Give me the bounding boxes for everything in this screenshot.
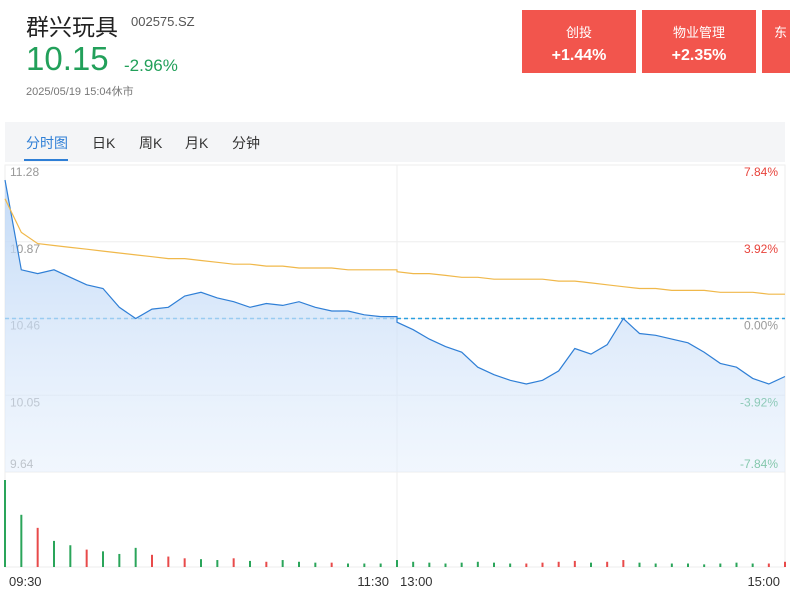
volume-bar	[476, 561, 479, 567]
volume-bar	[347, 563, 349, 567]
volume-bar	[428, 562, 431, 567]
volume-bar	[687, 563, 689, 567]
tab-bar	[5, 122, 785, 162]
x-tick-label: 11:30	[357, 574, 389, 589]
volume-bar	[379, 563, 382, 567]
change: -2.96%	[124, 56, 178, 75]
tab[interactable]: 周K	[139, 135, 163, 151]
volume-bar	[298, 561, 300, 567]
volume-bar	[784, 561, 786, 567]
x-tick-label: 13:00	[400, 574, 433, 589]
volume-bar	[134, 547, 137, 567]
volume-bar	[670, 563, 673, 567]
volume-bar	[36, 527, 39, 567]
volume-bar	[412, 561, 415, 567]
volume-bar	[102, 551, 104, 567]
tab[interactable]: 月K	[185, 135, 209, 151]
volume-bar	[767, 563, 770, 567]
sector-card[interactable]: 创投 +1.44%	[522, 10, 636, 73]
stock-code: 002575.SZ	[131, 14, 195, 29]
volume-bar	[622, 560, 625, 567]
volume-bar	[638, 562, 641, 567]
volume-bar	[606, 561, 609, 567]
y2-tick-label: 3.92%	[744, 242, 778, 256]
volume-bar	[396, 560, 398, 567]
volume-bar	[53, 540, 55, 567]
volume-bar	[85, 549, 88, 567]
volume-bar	[525, 563, 528, 567]
average-line	[4, 198, 785, 295]
volume-bar	[363, 563, 366, 567]
sector-card[interactable]: 物业管理 +2.35%	[642, 10, 756, 73]
volume-bar	[20, 514, 23, 567]
sector-label: 东	[774, 25, 788, 40]
volume-bar	[751, 563, 754, 567]
volume-bar	[69, 545, 72, 567]
volume-bar	[216, 560, 219, 567]
y2-tick-label: 7.84%	[744, 165, 778, 179]
volume-bar	[4, 480, 6, 567]
volume-bar	[703, 564, 706, 567]
tab[interactable]: 分时图	[26, 135, 68, 151]
volume-bar	[167, 556, 170, 567]
y2-tick-label: 0.00%	[744, 319, 778, 333]
sector-card[interactable]: 东	[762, 10, 790, 73]
tab[interactable]: 分钟	[232, 135, 260, 151]
volume-bar	[573, 560, 576, 567]
volume-bar	[330, 562, 333, 567]
volume-bar	[444, 563, 447, 567]
timestamp: 2025/05/19 15:04休市	[26, 86, 134, 98]
volume-bar	[557, 561, 560, 567]
stock-name: 群兴玩具	[26, 14, 118, 40]
price: 10.15	[26, 40, 109, 77]
tab-underline	[24, 159, 68, 161]
volume-bar	[200, 559, 202, 567]
volume-bar	[509, 563, 512, 567]
volume-bar	[183, 558, 186, 567]
price-line	[4, 179, 786, 385]
volume-bar	[493, 562, 495, 567]
y-tick-label: 11.28	[10, 165, 39, 179]
volume-bar	[719, 563, 722, 567]
volume-bar	[654, 563, 657, 567]
x-tick-label: 15:00	[747, 574, 780, 589]
volume-bar	[314, 562, 317, 567]
volume-bar	[118, 553, 121, 567]
volume-bar	[265, 561, 268, 567]
sector-change: +2.35%	[671, 47, 727, 64]
volume-bar	[460, 562, 463, 567]
x-tick-label: 09:30	[9, 574, 42, 589]
price-area	[5, 180, 785, 472]
sector-change: +1.44%	[551, 47, 607, 64]
volume-bar	[151, 554, 153, 567]
volume-bar	[249, 560, 251, 567]
volume-bar	[541, 562, 544, 567]
tab[interactable]: 日K	[92, 135, 116, 151]
volume-bar	[590, 562, 592, 567]
sector-label: 物业管理	[672, 25, 725, 40]
volume-bar	[281, 560, 284, 567]
sector-label: 创投	[565, 25, 592, 40]
volume-bar	[232, 558, 235, 567]
volume-bar	[735, 562, 738, 567]
